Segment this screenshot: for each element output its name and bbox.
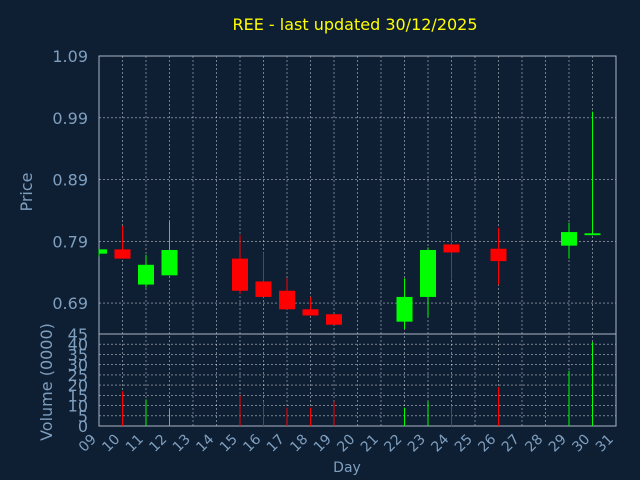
candle-body [490, 248, 507, 262]
candle-body [584, 233, 601, 236]
price-tick-label: 0.69 [52, 294, 88, 313]
x-axis-labels: 09 10 11 12 13 14 15 16 17 18 19 20 21 22 23 24 25 26 27 28… [76, 431, 617, 455]
price-tick-label: 0.89 [52, 171, 88, 190]
volume-tick-label: 40 [68, 335, 88, 354]
candle-body [114, 249, 131, 259]
volume-tick-label: 15 [68, 386, 88, 405]
y-axis-title: Price [17, 172, 36, 211]
volume-tick-label: 30 [68, 356, 88, 375]
volume-tick-label: 35 [68, 345, 88, 364]
candle-body [396, 296, 413, 322]
volume-tick-label: 10 [68, 397, 88, 416]
volume-bars [122, 342, 593, 426]
candle-body [443, 244, 460, 253]
price-tick-label: 1.09 [52, 47, 88, 66]
price-axis-labels: 1.09 0.99 0.89 0.79 0.69 [52, 47, 88, 313]
candle-body [99, 249, 107, 254]
candle-body [326, 314, 342, 325]
x-axis-title: Day [333, 460, 361, 476]
volume-axis-title: Volume (0000) [37, 323, 56, 441]
candle-body [420, 249, 436, 297]
volume-tick-label: 20 [68, 376, 88, 395]
price-tick-label: 0.99 [52, 109, 88, 128]
candle-body [255, 281, 272, 297]
volume-tick-label: 25 [68, 366, 88, 385]
volume-tick-label: 45 [68, 325, 88, 344]
candle-body [561, 232, 577, 246]
candle-body [232, 258, 248, 291]
candle-body [161, 249, 178, 276]
plot-frames [98, 55, 617, 427]
volume-tick-label: 0 [78, 417, 88, 436]
candle-body [302, 309, 319, 316]
candle-body [138, 264, 154, 285]
candles [98, 111, 601, 330]
candle-body [279, 290, 295, 310]
price-tick-label: 0.79 [52, 232, 88, 251]
volume-panel-frame [98, 333, 617, 427]
volume-tick-label: 5 [78, 407, 88, 426]
chart-title: REE - last updated 30/12/2025 [232, 15, 477, 34]
